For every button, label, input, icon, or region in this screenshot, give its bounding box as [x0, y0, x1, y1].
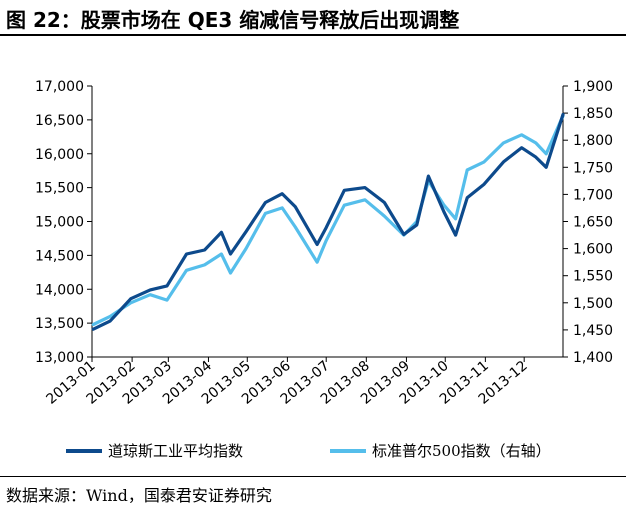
- line-chart: 13,000 13,500 14,000 14,500 15,000 15,500 16,0…: [35, 79, 613, 408]
- right-axis-tick-label: 1,700: [573, 187, 613, 203]
- series-line-dow: [91, 112, 565, 331]
- legend-label-sp500: 标准普尔500指数（右轴）: [372, 442, 551, 460]
- left-axis-tick-label: 16,000: [35, 147, 84, 163]
- title-divider: [0, 34, 626, 36]
- right-axis-tick-label: 1,750: [573, 160, 613, 176]
- left-axis-tick-label: 15,500: [35, 181, 84, 197]
- left-axis-tick-label: 17,000: [35, 79, 84, 95]
- left-axis-tick-label: 13,000: [35, 350, 84, 366]
- right-axis-tick-label: 1,450: [573, 323, 613, 339]
- legend-label-dow: 道琼斯工业平均指数: [108, 442, 244, 460]
- right-axis-tick-label: 1,500: [573, 296, 613, 312]
- right-axis-tick-label: 1,800: [573, 133, 613, 149]
- left-axis-tick-label: 14,500: [35, 248, 84, 264]
- right-axis-tick-label: 1,850: [573, 106, 613, 122]
- right-axis-tick-label: 1,900: [573, 79, 613, 95]
- right-axis-tick-label: 1,550: [573, 269, 613, 285]
- left-axis-tick-label: 13,500: [35, 316, 84, 332]
- chart-series: [91, 112, 565, 331]
- left-axis-tick-label: 16,500: [35, 113, 84, 129]
- source-note: 数据来源：Wind，国泰君安证券研究: [6, 486, 272, 505]
- chart-title: 图 22：股票市场在 QE3 缩减信号释放后出现调整: [6, 8, 460, 32]
- legend-item-dow: 道琼斯工业平均指数: [66, 440, 243, 462]
- left-axis-tick-label: 15,000: [35, 215, 84, 231]
- source-divider: [0, 476, 626, 477]
- legend-item-sp500: 标准普尔500指数（右轴）: [330, 440, 551, 462]
- legend-swatch-dow: [66, 448, 102, 453]
- left-axis-tick-label: 14,000: [35, 282, 84, 298]
- right-axis-tick-label: 1,600: [573, 242, 613, 258]
- right-axis-tick-label: 1,400: [573, 350, 613, 366]
- legend-swatch-sp500: [330, 448, 366, 453]
- series-line-sp500: [91, 114, 565, 327]
- right-axis-tick-label: 1,650: [573, 215, 613, 231]
